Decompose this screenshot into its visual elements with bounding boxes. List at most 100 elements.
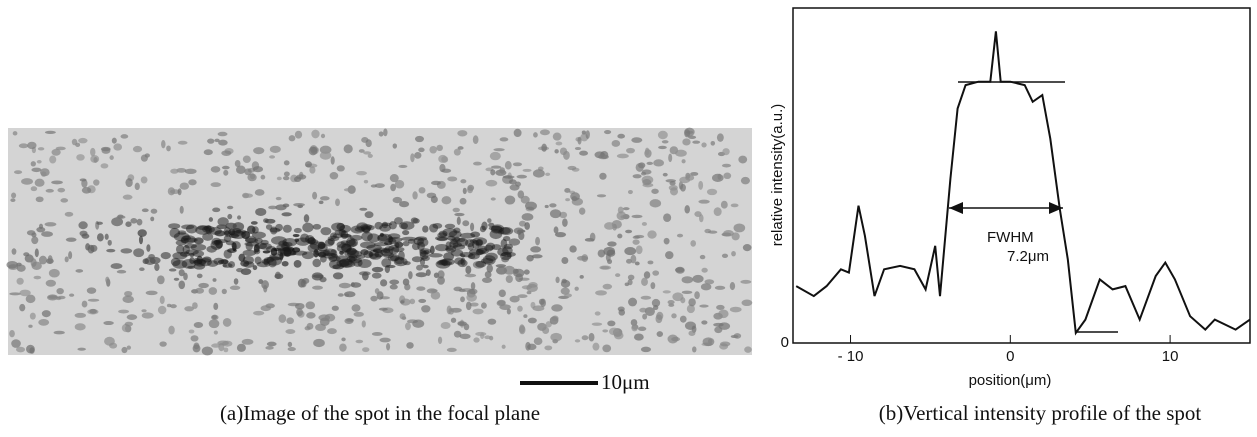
speckle-dot xyxy=(374,288,380,294)
speckle-dot xyxy=(506,308,511,315)
speckle-dot xyxy=(367,153,373,158)
speckle-dot xyxy=(46,294,59,301)
speckle-dot xyxy=(379,337,391,343)
speckle-dot xyxy=(159,341,167,347)
speckle-dot xyxy=(353,311,364,317)
speckle-dot xyxy=(642,179,652,186)
speckle-dot xyxy=(38,319,50,326)
speckle-dot xyxy=(179,205,184,214)
speckle-dot xyxy=(313,338,325,348)
speckle-dot xyxy=(467,186,474,194)
speckle-dot xyxy=(217,131,228,137)
speckle-dot xyxy=(692,346,697,353)
speckle-dot xyxy=(418,147,425,153)
speckle-dot xyxy=(421,305,431,313)
speckle-dot xyxy=(549,203,557,208)
arrow-heads xyxy=(949,202,1063,214)
speckle-dot xyxy=(602,283,613,290)
speckle-dot xyxy=(405,322,411,331)
speckle-dot xyxy=(595,290,607,296)
speckle-dot xyxy=(168,223,181,229)
speckle-dot xyxy=(452,237,466,243)
speckle-dot xyxy=(500,238,508,249)
speckle-dot xyxy=(69,293,75,297)
speckle-dot xyxy=(247,173,257,182)
speckle-dot xyxy=(591,322,603,326)
speckle-dot xyxy=(630,319,638,326)
speckle-dot xyxy=(181,258,196,269)
speckle-dot xyxy=(649,199,662,208)
speckle-dot xyxy=(45,188,54,193)
speckle-dot xyxy=(592,342,600,351)
speckle-dot xyxy=(184,168,197,174)
speckle-dot xyxy=(643,271,651,279)
speckle-dot xyxy=(545,172,551,177)
speckle-dot xyxy=(48,268,60,278)
speckle-dot xyxy=(31,236,39,245)
speckle-dot xyxy=(604,222,615,230)
speckle-dot xyxy=(11,339,21,348)
speckle-dot xyxy=(533,337,543,345)
speckle-dot xyxy=(527,317,537,324)
speckle-dot xyxy=(418,298,427,303)
speckle-dot xyxy=(399,313,406,320)
speckle-dot xyxy=(234,159,241,168)
speckle-dot xyxy=(717,173,722,180)
speckle-dot xyxy=(680,183,686,192)
speckle-dot xyxy=(704,228,712,234)
speckle-dot xyxy=(505,275,513,283)
speckle-dot xyxy=(526,283,538,293)
speckle-dot xyxy=(493,148,505,152)
speckle-dot xyxy=(407,238,416,244)
speckle-dot xyxy=(531,254,543,259)
speckle-dot xyxy=(56,287,64,295)
speckle-dot xyxy=(319,196,330,201)
speckle-dot xyxy=(540,298,547,308)
speckle-dot xyxy=(320,227,332,236)
speckle-dot xyxy=(418,187,426,194)
speckle-dot xyxy=(293,227,302,234)
speckle-dot xyxy=(716,304,725,310)
speckle-dot xyxy=(222,317,232,327)
speckle-dot xyxy=(498,289,506,298)
speckle-dot xyxy=(581,335,589,341)
speckle-dot xyxy=(437,232,448,239)
speckle-dot xyxy=(330,156,335,165)
speckle-dot xyxy=(508,179,517,185)
speckle-dot xyxy=(329,171,339,180)
speckle-dot xyxy=(704,279,715,285)
speckle-dot xyxy=(120,248,133,254)
speckle xyxy=(6,127,753,356)
speckle-dot xyxy=(722,148,730,156)
speckle-dot xyxy=(400,300,405,304)
speckle-dot xyxy=(177,230,187,235)
speckle-dot xyxy=(44,222,57,227)
speckle-dot xyxy=(544,204,549,209)
speckle-dot xyxy=(103,321,114,326)
speckle-dot xyxy=(196,273,203,279)
speckle-dot xyxy=(34,178,45,187)
speckle-dot xyxy=(491,244,502,251)
speckle-dot xyxy=(447,176,458,182)
speckle-dot xyxy=(343,188,354,192)
speckle-dot xyxy=(487,318,497,325)
speckle-dot xyxy=(332,272,344,280)
speckle-dot xyxy=(650,282,656,290)
speckle-dot xyxy=(126,314,138,321)
speckle-dot xyxy=(86,287,97,294)
speckle-dot xyxy=(242,249,257,257)
speckle-dot xyxy=(217,217,229,227)
speckle-dot xyxy=(223,249,232,259)
speckle-dot xyxy=(669,180,676,186)
speckle-dot xyxy=(520,195,530,204)
speckle-dot xyxy=(319,145,332,154)
speckle-dot xyxy=(422,264,429,269)
speckle-dot xyxy=(576,255,589,261)
speckle-dot xyxy=(208,319,220,329)
speckle-dot xyxy=(564,187,571,193)
speckle-dot xyxy=(11,248,17,255)
speckle-dot xyxy=(525,341,531,351)
speckle-dot xyxy=(392,196,403,204)
speckle-dot xyxy=(12,131,18,136)
speckle-dot xyxy=(675,266,685,274)
